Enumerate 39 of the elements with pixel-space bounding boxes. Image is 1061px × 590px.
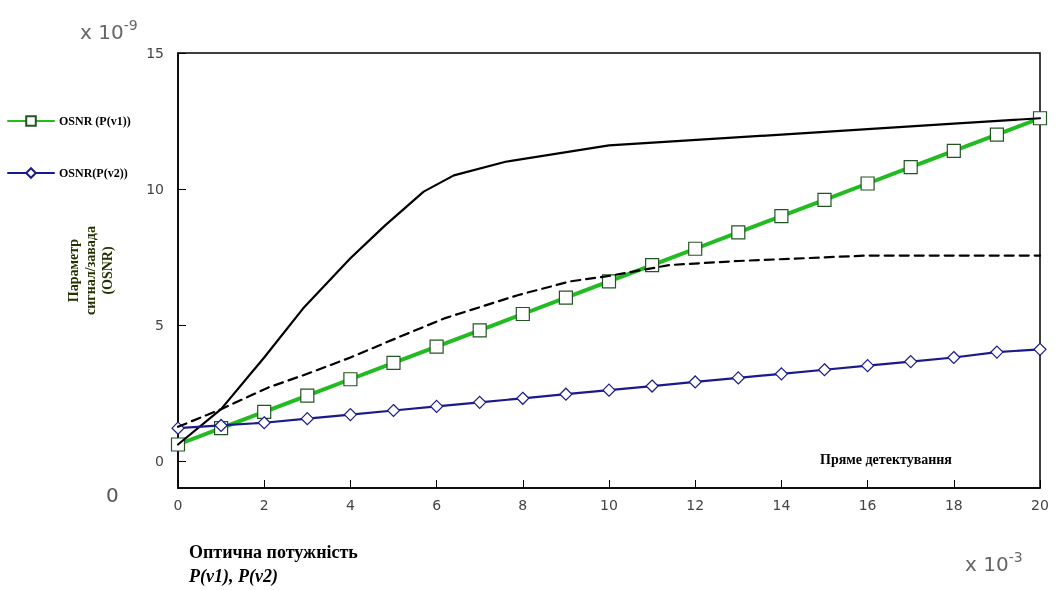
point [861, 359, 875, 373]
x-tick-label: 0 [173, 497, 183, 513]
x-tick-label: 10 [600, 497, 618, 513]
point [1033, 342, 1047, 356]
x-tick-label: 2 [259, 497, 269, 513]
point [774, 367, 788, 381]
point [343, 407, 357, 422]
point [904, 354, 918, 369]
point [817, 363, 832, 377]
x-tick-label: 6 [432, 497, 442, 513]
point [688, 375, 702, 389]
x-tick-label: 16 [858, 497, 877, 513]
point [731, 371, 745, 385]
point [473, 395, 487, 409]
x-axis-title: Оптична потужність P(v1), P(v2) [188, 542, 359, 587]
point [430, 399, 444, 414]
x-tick-label: 12 [686, 497, 705, 513]
y-tick-label: 15 [146, 45, 164, 61]
point [300, 412, 314, 426]
point [386, 403, 401, 418]
point [559, 387, 573, 401]
legend-label: OSNR (P(v1)) [59, 114, 131, 128]
point [516, 391, 530, 405]
x-tick-label: 14 [772, 497, 791, 513]
y-tick-label: 5 [155, 316, 164, 333]
legend-label: OSNR(P(v2)) [59, 166, 128, 180]
point [990, 345, 1004, 359]
point [602, 383, 616, 397]
annotation: Пряме детектування [820, 451, 953, 467]
point [947, 350, 961, 365]
y-tick-label: 10 [146, 180, 164, 197]
point [257, 416, 271, 430]
x-tick-label: 4 [345, 497, 355, 513]
x-tick-label: 8 [518, 497, 528, 513]
x-tick-label: 20 [1031, 497, 1049, 513]
y-tick-label: 0 [155, 452, 164, 469]
x-tick-label: 18 [944, 497, 963, 513]
point [645, 379, 659, 393]
y-axis-title: Параметр сигнал/завада (OSNR) [66, 226, 116, 315]
